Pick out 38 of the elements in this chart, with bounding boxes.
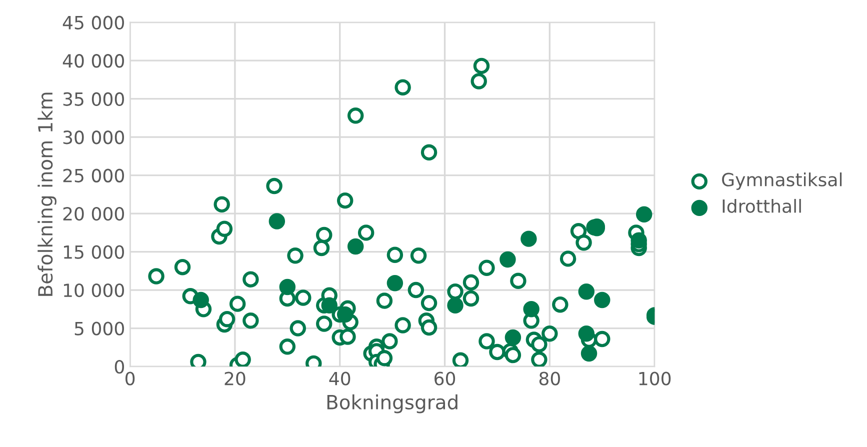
x-tick-label: 60 [434,372,456,386]
point [279,278,296,296]
y-tick-label: 0 [114,360,124,374]
point [386,275,404,292]
point [347,238,364,255]
x-tick-label: 40 [329,372,350,386]
point [520,230,537,247]
y-axis-title: Befolkning inom 1km [38,92,56,296]
y-tick-label: 30 000 [63,130,124,144]
point [321,297,338,314]
legend-label: Idrotthall [722,198,801,213]
point [447,297,464,314]
point [578,283,595,300]
point [523,301,540,318]
y-tick-label: 40 000 [62,54,124,68]
point [636,206,652,222]
y-tick-label: 25 000 [63,168,124,182]
point [268,213,286,230]
legend-label: Gymnastiksal [722,172,842,190]
y-tick-label: 5 000 [74,322,124,336]
y-tick-label: 45 000 [62,16,124,30]
point [578,326,595,342]
y-tick-label: 15 000 [64,245,124,259]
x-axis-title: Bokningsgrad [327,394,458,414]
x-tick-label: 20 [224,372,246,386]
y-tick-label: 10 000 [64,284,124,298]
point [580,345,598,362]
point [192,292,209,308]
point [500,251,516,268]
x-tick-label: 80 [539,372,560,386]
y-tick-label: 35 000 [63,92,124,106]
x-tick-label: 100 [639,372,671,386]
y-tick-label: 20 000 [63,207,124,221]
point [336,306,354,323]
x-tick-label: 0 [125,372,135,386]
point [504,329,522,346]
point [594,292,610,308]
point [630,232,647,248]
